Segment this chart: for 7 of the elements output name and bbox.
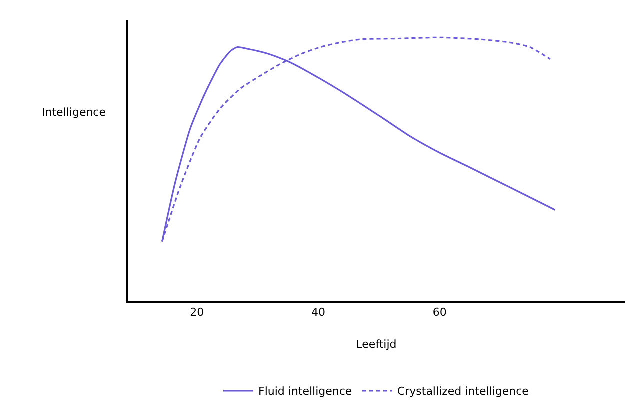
x-axis-title: Leeftijd	[356, 338, 397, 351]
x-tick-label: 20	[190, 306, 204, 320]
y-axis-title: Intelligence	[42, 106, 106, 119]
legend-label: Crystallized intelligence	[397, 385, 530, 398]
legend-label: Fluid intelligence	[258, 385, 352, 398]
x-tick-label: 60	[432, 306, 447, 320]
x-tick-label: 40	[312, 306, 326, 320]
